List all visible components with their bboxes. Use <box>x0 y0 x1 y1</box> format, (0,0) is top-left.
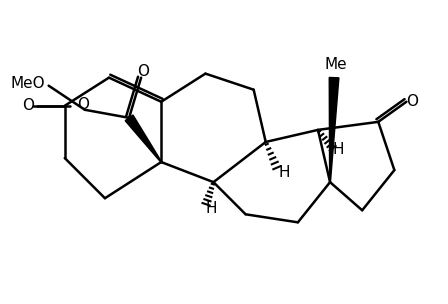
Polygon shape <box>329 78 339 182</box>
Text: O: O <box>137 64 149 79</box>
Text: H: H <box>206 201 217 216</box>
Text: MeO: MeO <box>10 76 45 91</box>
Text: H: H <box>332 143 344 157</box>
Text: H: H <box>278 164 289 180</box>
Text: O: O <box>406 94 418 109</box>
Polygon shape <box>125 115 162 162</box>
Text: O: O <box>77 98 89 112</box>
Text: O: O <box>22 98 34 113</box>
Text: Me: Me <box>325 57 347 72</box>
